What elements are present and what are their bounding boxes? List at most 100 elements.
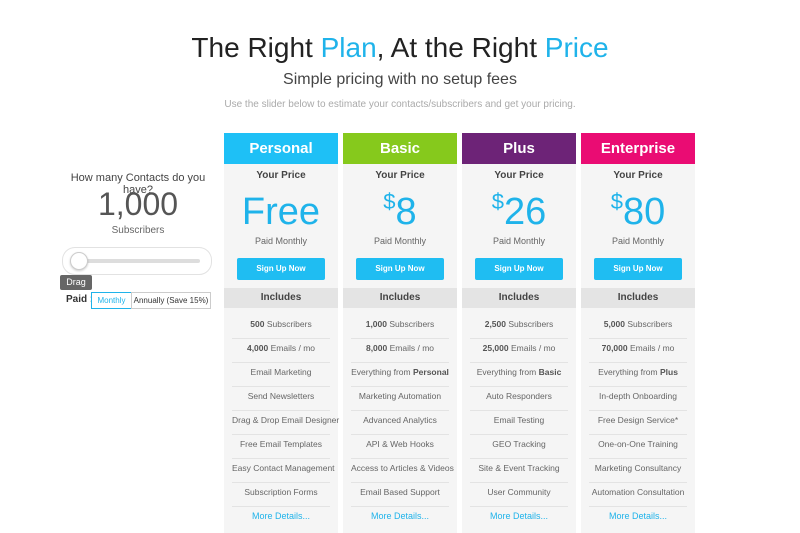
price-label: Your Price — [494, 170, 544, 181]
feature: 25,000 Emails / mo — [470, 338, 568, 363]
feature: Email Testing — [470, 410, 568, 435]
slider-track — [76, 259, 200, 263]
feature-text: One-on-One Training — [598, 439, 678, 449]
feature-text: Marketing Automation — [358, 391, 442, 401]
title-part: , At the Right — [376, 32, 537, 63]
feature-text: Email Based Support — [360, 487, 440, 497]
includes-header: Includes — [343, 288, 457, 308]
feature-text: Subscribers — [266, 319, 312, 329]
plan-name: Personal — [224, 133, 338, 164]
price-amount: 80 — [622, 191, 666, 233]
feature-text: Advanced Analytics — [363, 415, 437, 425]
price: $80 — [581, 189, 695, 241]
price: $8 — [343, 189, 457, 241]
subtitle: Simple pricing with no setup fees — [283, 71, 517, 88]
feature-text: Subscribers — [627, 319, 673, 329]
signup-button[interactable]: Sign Up Now — [475, 258, 563, 280]
feature-text: Email Testing — [493, 415, 545, 425]
feature: Marketing Consultancy — [589, 458, 687, 483]
price-label: Your Price — [375, 170, 425, 181]
slider-knob[interactable] — [70, 252, 88, 270]
feature: Email Marketing — [232, 362, 330, 387]
more-details-link[interactable]: More Details... — [608, 511, 668, 521]
feature: Subscription Forms — [232, 482, 330, 507]
includes-header: Includes — [224, 288, 338, 308]
billing: Paid Monthly — [611, 236, 665, 246]
billing: Paid Monthly — [254, 236, 308, 246]
more-details-link[interactable]: More Details... — [251, 511, 311, 521]
annual-toggle[interactable]: Annually (Save 15%) — [131, 292, 211, 309]
feature-text: 500 — [250, 319, 265, 329]
feature-text: User Community — [487, 487, 551, 497]
feature-text: Access to Articles & Videos — [351, 463, 454, 473]
feature-text: Emails / mo — [510, 343, 556, 353]
includes-header: Includes — [462, 288, 576, 308]
more-details-link[interactable]: More Details... — [489, 511, 549, 521]
feature-text: Marketing Consultancy — [594, 463, 682, 473]
feature-text: Everything from — [351, 367, 411, 377]
page-title: The Right Plan, At the Right Price — [0, 32, 800, 64]
feature: Send Newsletters — [232, 386, 330, 411]
signup-button[interactable]: Sign Up Now — [356, 258, 444, 280]
price: Free — [224, 191, 338, 241]
feature: 5,000 Subscribers — [589, 314, 687, 339]
price: $26 — [462, 189, 576, 241]
plan-name: Basic — [343, 133, 457, 164]
feature-text: Plus — [659, 367, 678, 377]
feature: User Community — [470, 482, 568, 507]
feature: 4,000 Emails / mo — [232, 338, 330, 363]
feature: Everything from Personal — [351, 362, 449, 387]
feature-text: Easy Contact Management — [232, 463, 335, 473]
plan-column: Personal Your Price Free Paid Monthly Sign U… — [224, 133, 339, 533]
feature-text: In-depth Onboarding — [599, 391, 677, 401]
feature: 1,000 Subscribers — [351, 314, 449, 339]
feature-text: 4,000 — [246, 343, 269, 353]
feature-text: Basic — [538, 367, 562, 377]
feature-text: Free Email Templates — [239, 439, 323, 449]
feature-text: Send Newsletters — [247, 391, 315, 401]
feature-text: 1,000 — [365, 319, 387, 329]
signup-button[interactable]: Sign Up Now — [237, 258, 325, 280]
feature: 70,000 Emails / mo — [589, 338, 687, 363]
feature-text: 70,000 — [601, 343, 628, 353]
feature-text: 2,500 — [484, 319, 506, 329]
feature-text: Drag & Drop Email Designer — [232, 415, 340, 425]
feature: 8,000 Emails / mo — [351, 338, 449, 363]
contacts-count: 1,000 — [97, 186, 179, 222]
title-part: Plan — [320, 32, 377, 63]
feature-text: Site & Event Tracking — [478, 463, 560, 473]
feature: Drag & Drop Email Designer — [232, 410, 339, 435]
title-part: The Right — [191, 32, 313, 63]
plan-column: Basic Your Price $8 Paid Monthly Sign Up Now… — [343, 133, 457, 533]
currency: $ — [491, 189, 504, 214]
currency: $ — [610, 189, 623, 214]
drag-tooltip: Drag — [60, 275, 92, 290]
plan-column: Enterprise Your Price $80 Paid Monthly Sign … — [581, 133, 695, 533]
feature: One-on-One Training — [589, 434, 687, 459]
title-part: Price — [544, 32, 609, 63]
feature-text: 5,000 — [603, 319, 625, 329]
feature-text: 8,000 — [365, 343, 388, 353]
feature-text: Subscription Forms — [244, 487, 318, 497]
feature: 2,500 Subscribers — [470, 314, 568, 339]
feature: 500 Subscribers — [232, 314, 330, 339]
more-details-link[interactable]: More Details... — [370, 511, 430, 521]
price-amount: Free — [241, 191, 321, 233]
feature: Everything from Basic — [470, 362, 568, 387]
feature: Access to Articles & Videos — [351, 458, 454, 483]
contacts-question: How many Contacts do you have? — [70, 172, 206, 196]
note: Use the slider below to estimate your co… — [224, 99, 576, 110]
feature-text: Automation Consultation — [591, 487, 685, 497]
signup-button[interactable]: Sign Up Now — [594, 258, 682, 280]
feature: Site & Event Tracking — [470, 458, 568, 483]
price-amount: 26 — [503, 191, 547, 233]
feature: Free Email Templates — [232, 434, 330, 459]
feature: Automation Consultation — [589, 482, 687, 507]
feature-text: Subscribers — [389, 319, 435, 329]
feature: In-depth Onboarding — [589, 386, 687, 411]
feature: Advanced Analytics — [351, 410, 449, 435]
monthly-toggle[interactable]: Monthly — [91, 292, 132, 309]
feature: Marketing Automation — [351, 386, 449, 411]
